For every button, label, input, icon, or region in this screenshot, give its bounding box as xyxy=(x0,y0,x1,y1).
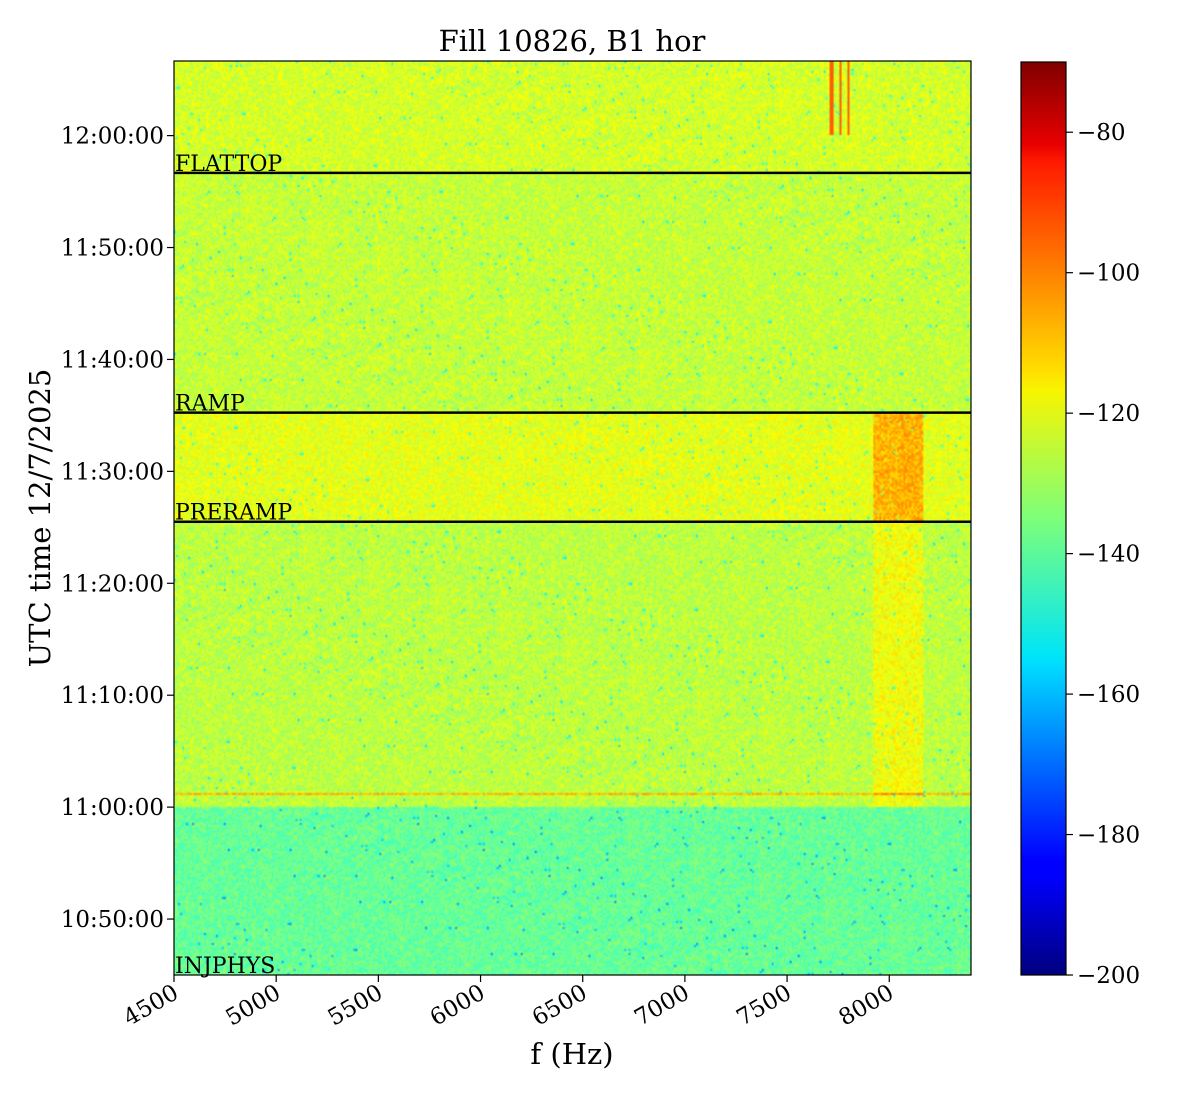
y-tick-label: 11:30:00 xyxy=(61,459,164,485)
x-tick-label: 5500 xyxy=(324,980,388,1032)
x-tick-label: 8000 xyxy=(835,980,899,1032)
y-tick-label: 12:00:00 xyxy=(61,124,164,150)
colorbar-tick-label: −180 xyxy=(1077,823,1140,849)
colorbar-tick-label: −140 xyxy=(1077,542,1140,568)
y-tick-label: 11:00:00 xyxy=(61,795,164,821)
x-tick-label: 6000 xyxy=(426,980,490,1032)
heatmap-image xyxy=(174,61,971,975)
colorbar-ticks: −200 −180 −160 −140 −120 −100 −80 xyxy=(1066,120,1140,989)
y-tick-label: 11:40:00 xyxy=(61,347,164,373)
y-tick-label: 11:20:00 xyxy=(61,571,164,597)
y-axis: 10:50:00 11:00:00 11:10:00 11:20:00 11:30:00… xyxy=(61,124,174,933)
colorbar-tick-label: −80 xyxy=(1077,120,1126,146)
phase-lines xyxy=(174,171,971,523)
x-tick-label: 5000 xyxy=(221,980,285,1032)
colorbar-tick-label: −200 xyxy=(1077,963,1140,989)
y-tick-label: 10:50:00 xyxy=(61,907,164,933)
colorbar-tick-label: −120 xyxy=(1077,401,1140,427)
phase-label: PRERAMP xyxy=(175,501,292,526)
x-axis-label: f (Hz) xyxy=(530,1037,613,1071)
phase-label: RAMP xyxy=(175,392,245,417)
x-axis: 4500 5000 5500 6000 6500 7000 7500 8000 xyxy=(119,975,898,1031)
plot-area xyxy=(174,61,971,975)
phase-label: FLATTOP xyxy=(175,152,282,177)
colorbar-tick-label: −100 xyxy=(1077,261,1140,287)
plot-frame xyxy=(173,60,972,976)
x-tick-label: 4500 xyxy=(119,980,183,1032)
colorbar-tick-label: −160 xyxy=(1077,682,1140,708)
colorbar xyxy=(1020,61,1067,976)
chart-title: Fill 10826, B1 hor xyxy=(439,24,706,58)
y-tick-label: 11:10:00 xyxy=(61,683,164,709)
y-tick-label: 11:50:00 xyxy=(61,236,164,262)
x-tick-label: 7000 xyxy=(630,980,694,1032)
x-tick-label: 6500 xyxy=(528,980,592,1032)
y-axis-label: UTC time 12/7/2025 xyxy=(23,369,57,668)
x-tick-label: 7500 xyxy=(732,980,796,1032)
